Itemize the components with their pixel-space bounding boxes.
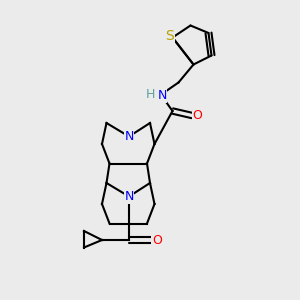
Text: N: N	[157, 89, 167, 103]
Text: N: N	[124, 130, 134, 143]
Text: H: H	[146, 88, 155, 101]
Text: O: O	[152, 233, 162, 247]
Text: O: O	[193, 109, 202, 122]
Text: N: N	[124, 190, 134, 203]
Text: S: S	[165, 29, 174, 43]
